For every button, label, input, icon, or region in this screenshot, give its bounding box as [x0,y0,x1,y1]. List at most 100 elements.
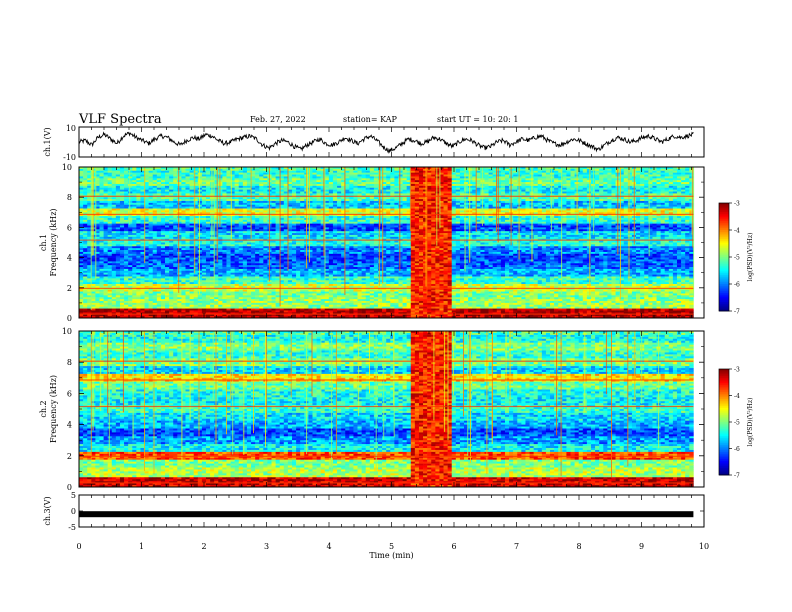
ch1-spectrogram-cell [181,188,185,190]
ch1-spectrogram-cell [300,184,304,186]
ch1-spectrogram-cell [185,184,189,186]
ch1-spectrogram-cell [337,178,341,180]
ch1-spectrogram-cell [652,169,656,171]
ch1-spectrogram-cell [448,169,452,171]
ch1-spectrogram-cell [161,186,165,188]
ch1-spectrogram-cell [403,173,407,175]
ch1-spectrogram-cell [202,188,206,190]
ch1-spectrogram-cell [669,173,673,175]
ch1-spectrogram-cell [214,173,218,175]
ch1-spectrogram-cell [140,173,144,175]
ch1-spectrogram-cell [521,184,525,186]
ch1-spectrogram-cell [415,176,419,178]
ch1-spectrogram-cell [140,178,144,180]
ch1-spectrogram-cell [165,186,169,188]
ch1-spectrogram-cell [505,178,509,180]
ch1-spectrogram-cell [181,180,185,182]
ch1-spectrogram-cell [513,175,517,177]
ch1-spectrogram-cell [665,184,669,186]
ch1-spectrogram-cell [681,190,685,192]
ch1-spectrogram-cell [566,182,570,184]
ch1-spectrogram-cell [374,176,378,178]
ch1-spectrogram-cell [165,182,169,184]
ch1-spectrogram-cell [411,182,415,184]
ch1-spectrogram-cell [538,176,542,178]
ch1-spectrogram-cell [243,169,247,171]
ch1-ytick-label: 10 [66,124,76,133]
ch1-spectrogram-cell [435,188,439,190]
ch1-spectrogram-cell [239,173,243,175]
ch1-spectrogram-cell [657,184,661,186]
ch1-spectrogram-cell [243,171,247,173]
ch1-spectrogram-cell [665,182,669,184]
ch1-spectrogram-cell [300,173,304,175]
ch1-spectrogram-cell [403,178,407,180]
ch1-spectrogram-cell [185,180,189,182]
ch1-spectrogram-cell [128,188,132,190]
ch1-spectrogram-cell [669,169,673,171]
ch1-spectrogram-cell [136,173,140,175]
ch1-spectrogram-cell [640,180,644,182]
ch1-spectrogram-cell [362,188,366,190]
ch1-spectrogram-cell [337,182,341,184]
ch1-spectrogram-cell [79,188,83,190]
ch1-spectrogram-cell [296,176,300,178]
ch1-spectrogram-cell [665,186,669,188]
ch1-spectrogram-cell [587,175,591,177]
ch1-spectrogram-cell [374,188,378,190]
ch1-spectrogram-cell [161,180,165,182]
ch1-spectrogram-cell [398,182,402,184]
ch1-spectrogram-cell [161,184,165,186]
ch1-spectrogram-cell [333,188,337,190]
ch1-spectrogram-cell [644,184,648,186]
ch1-spectrogram-cell [259,184,263,186]
ch1-spectrogram-cell [644,180,648,182]
ch1-spectrogram-cell [272,182,276,184]
ch1-spectrogram-cell [153,171,157,173]
ch1-spectrogram-cell [272,184,276,186]
ch1-spectrogram-cell [599,169,603,171]
ch1-spectrogram-cell [665,173,669,175]
ch1-spectrogram-cell [136,180,140,182]
ch1-spectrogram-cell [566,190,570,192]
ch1-spectrogram-cell [259,182,263,184]
ch1-spectrogram-cell [566,186,570,188]
ch1-spectrogram-cell [136,171,140,173]
ch1-spectrogram-cell [599,188,603,190]
ch1-spectrogram-cell [239,176,243,178]
ch1-spectrogram-cell [263,188,267,190]
ch1-spectrogram-cell [161,169,165,171]
ch1-spectrogram-cell [362,186,366,188]
ch1-spectrogram-cell [161,188,165,190]
ch1-spectrogram-cell [366,176,370,178]
ch1-spectrogram-cell [386,182,390,184]
ch1-spectrogram-cell [222,182,226,184]
ch1-spectrogram-cell [644,175,648,177]
ch1-spectrogram-cell [190,182,194,184]
ch1-spectrogram-cell [255,186,259,188]
ch1-spectrogram-cells [79,167,694,318]
ch1-spectrogram-cell [292,175,296,177]
ch1-spectrogram-cell [333,169,337,171]
ch1-spectrogram-cell [345,186,349,188]
ch1-spectrogram-cell [169,186,173,188]
ch1-spectrogram-cell [607,188,611,190]
ch1-spectrogram-cell [571,176,575,178]
ch1-spectrogram-cell [374,169,378,171]
ch1-spectrogram-cell [104,176,108,178]
ch1-spectrogram-cell [394,171,398,173]
ch1-spectrogram-cell [583,188,587,190]
ch1-spectrogram-cell [140,186,144,188]
ch1-spectrogram-cell [386,175,390,177]
ch1-spectrogram-cell [149,190,153,192]
ch1-spectrogram-cell [525,175,529,177]
ch1-spectrogram-cell [431,182,435,184]
ch1-spectrogram-cell [263,169,267,171]
ch1-spectrogram-cell [366,184,370,186]
ch1-spectrogram-cell [448,180,452,182]
ch1-spectrogram-cell [353,175,357,177]
ch1-spectrogram-cell [349,180,353,182]
ch1-spectrogram-cell [251,184,255,186]
ch1-spectrogram-cell [79,176,83,178]
ch1-spectrogram-cell [116,190,120,192]
